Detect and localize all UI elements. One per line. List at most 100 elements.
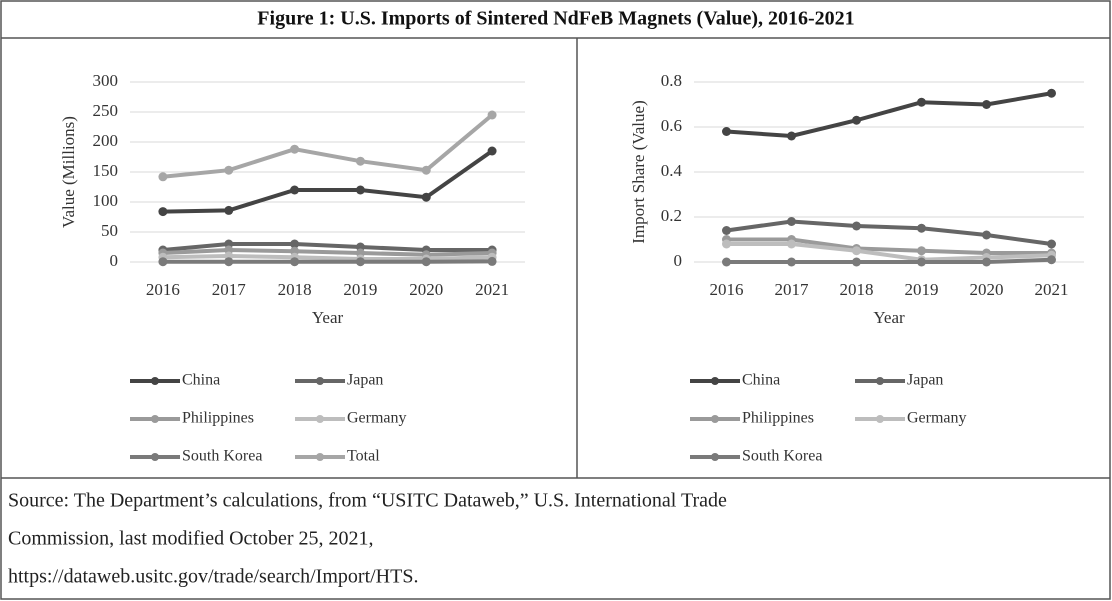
y-tick-label: 0.2 xyxy=(661,206,682,225)
x-tick-label: 2020 xyxy=(970,280,1004,299)
legend-marker xyxy=(151,415,159,423)
legend-label: Philippines xyxy=(742,410,814,427)
y-tick-label: 0.4 xyxy=(661,161,683,180)
point xyxy=(224,205,234,215)
legend-label: Japan xyxy=(907,372,943,389)
point xyxy=(421,257,431,267)
y-tick-label: 150 xyxy=(93,161,119,180)
point xyxy=(1047,239,1056,249)
point xyxy=(787,131,796,141)
legend-marker xyxy=(711,377,719,385)
series-line xyxy=(162,247,493,257)
source-line: Source: The Department’s calculations, f… xyxy=(8,490,727,512)
point xyxy=(917,97,926,107)
point xyxy=(1047,255,1056,265)
point xyxy=(852,221,861,231)
series-line xyxy=(726,237,1052,255)
figure-title: Figure 1: U.S. Imports of Sintered NdFeB… xyxy=(257,8,854,30)
legend-marker xyxy=(876,415,884,423)
x-tick-label: 2018 xyxy=(840,280,874,299)
legend-label: Germany xyxy=(907,410,967,427)
legend-label: South Korea xyxy=(182,448,262,465)
series-line xyxy=(726,91,1052,139)
legend-marker xyxy=(151,377,159,385)
legend-marker xyxy=(316,377,324,385)
legend-label: South Korea xyxy=(742,448,822,465)
legend-label: Germany xyxy=(347,410,407,427)
point xyxy=(421,165,431,175)
point xyxy=(1047,88,1056,98)
legend-marker xyxy=(151,453,159,461)
series-line xyxy=(162,253,493,261)
source-line: Commission, last modified October 25, 20… xyxy=(8,528,374,550)
point xyxy=(722,257,731,267)
y-tick-label: 0 xyxy=(674,251,683,270)
point xyxy=(421,192,431,202)
x-axis-label: Year xyxy=(312,308,344,327)
point xyxy=(290,144,300,154)
y-axis-label: Import Share (Value) xyxy=(629,100,648,244)
legend-label: Total xyxy=(347,448,380,465)
point xyxy=(722,226,731,235)
point xyxy=(290,257,300,267)
series-line xyxy=(162,149,494,214)
series-line xyxy=(162,113,494,179)
x-tick-label: 2018 xyxy=(278,280,312,299)
point xyxy=(982,257,991,267)
point xyxy=(982,100,991,109)
point xyxy=(852,246,861,256)
series-line xyxy=(726,242,1052,262)
point xyxy=(787,257,796,267)
legend-label: China xyxy=(182,372,220,389)
legend-label: China xyxy=(742,372,780,389)
point xyxy=(982,230,991,240)
legend-marker xyxy=(711,453,719,461)
legend-label: Philippines xyxy=(182,410,254,427)
point xyxy=(917,223,926,233)
point xyxy=(722,127,731,136)
point xyxy=(355,185,365,195)
point xyxy=(852,115,861,125)
point xyxy=(917,246,926,256)
series-line xyxy=(162,242,493,252)
point xyxy=(290,239,300,249)
point xyxy=(224,257,234,267)
y-tick-label: 250 xyxy=(93,101,119,120)
x-tick-label: 2020 xyxy=(409,280,443,299)
point xyxy=(722,239,731,249)
y-tick-label: 100 xyxy=(93,191,119,210)
y-axis-label: Value (Millions) xyxy=(59,116,78,228)
point xyxy=(158,172,168,182)
point xyxy=(487,110,497,120)
point xyxy=(290,185,300,195)
y-tick-label: 0.8 xyxy=(661,71,682,90)
legend-marker xyxy=(316,415,324,423)
point xyxy=(487,256,497,266)
series-line xyxy=(726,257,1052,264)
point xyxy=(917,257,926,267)
point xyxy=(787,217,796,226)
legend-marker xyxy=(316,453,324,461)
point xyxy=(355,156,365,166)
y-tick-label: 0 xyxy=(110,251,119,270)
legend-marker xyxy=(711,415,719,423)
y-tick-label: 50 xyxy=(101,221,118,240)
y-tick-label: 200 xyxy=(93,131,119,150)
point xyxy=(355,257,365,267)
x-tick-label: 2016 xyxy=(146,280,180,299)
x-tick-label: 2017 xyxy=(775,280,810,299)
source-line: https://dataweb.usitc.gov/trade/search/I… xyxy=(8,566,418,588)
x-axis-label: Year xyxy=(873,308,905,327)
legend-label: Japan xyxy=(347,372,383,389)
y-tick-label: 300 xyxy=(93,71,119,90)
series-line xyxy=(726,219,1052,246)
x-tick-label: 2021 xyxy=(1035,280,1069,299)
point xyxy=(487,146,497,156)
x-tick-label: 2019 xyxy=(343,280,377,299)
x-tick-label: 2021 xyxy=(475,280,509,299)
x-tick-label: 2017 xyxy=(212,280,247,299)
point xyxy=(158,257,168,267)
x-tick-label: 2019 xyxy=(905,280,939,299)
